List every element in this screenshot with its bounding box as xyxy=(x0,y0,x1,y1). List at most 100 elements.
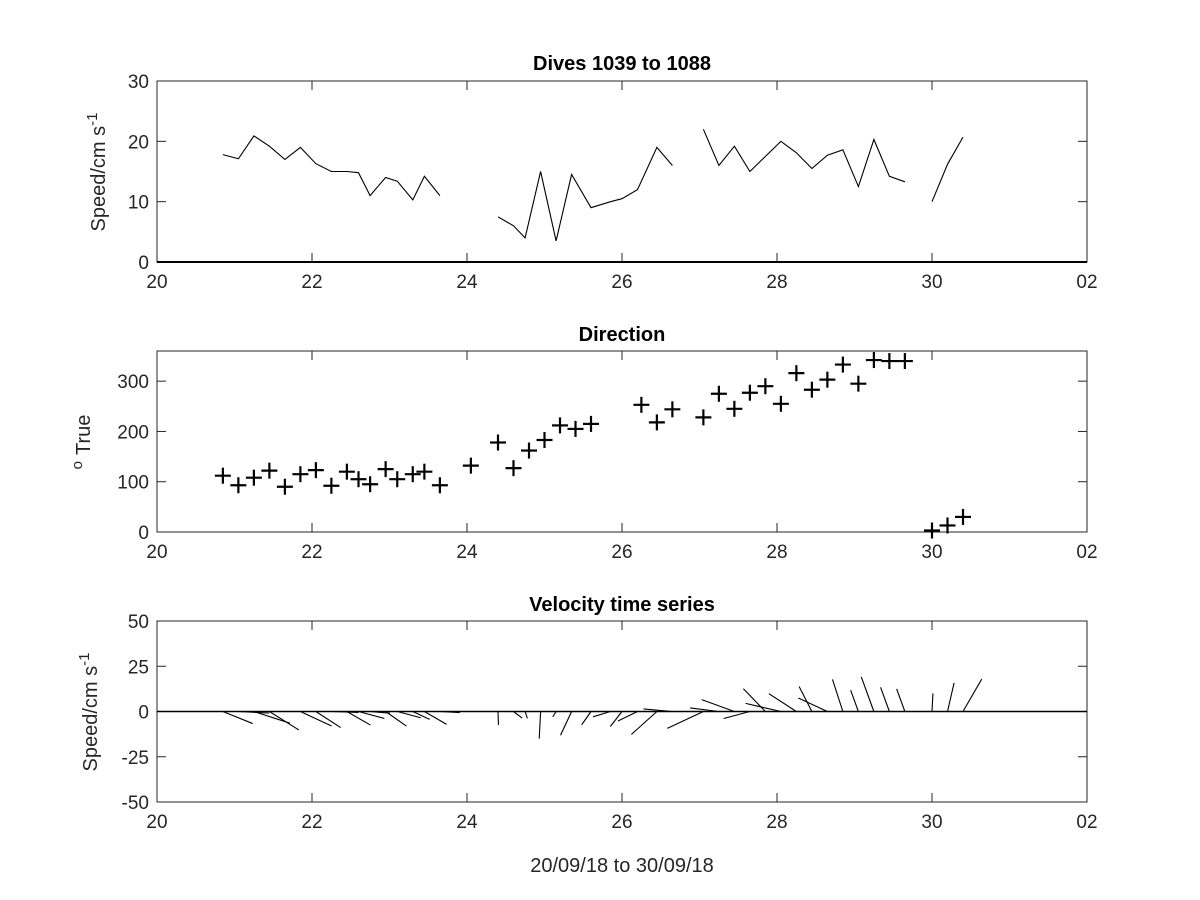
speed-ylabel: Speed/cm s-1 xyxy=(84,113,110,232)
velocity-stick xyxy=(397,710,421,719)
direction-point xyxy=(276,478,293,495)
velocity-xtick-label: 22 xyxy=(301,812,322,833)
velocity-stick xyxy=(370,710,391,714)
velocity-stick xyxy=(931,693,934,712)
velocity-stick xyxy=(667,711,704,729)
direction-point xyxy=(362,476,379,493)
direction-xtick-label: 28 xyxy=(766,542,787,563)
direction-point xyxy=(726,400,743,417)
direction-point xyxy=(865,352,882,369)
velocity-title: Velocity time series xyxy=(529,594,715,616)
direction-xtick-label: 24 xyxy=(456,542,478,563)
velocity-stick xyxy=(630,711,658,735)
velocity-stick xyxy=(609,711,623,727)
direction-point xyxy=(850,375,867,392)
direction-point xyxy=(389,471,406,488)
direction-point xyxy=(261,462,278,479)
direction-point xyxy=(633,396,650,413)
velocity-ylabel-text: Speed/cm s xyxy=(80,666,102,772)
velocity-stick xyxy=(331,710,359,713)
speed-xtick-label: 30 xyxy=(921,272,942,293)
direction-point xyxy=(431,477,448,494)
direction-panel: Direction o True 20 22 24 26 28 30 02 0 100 200 300 xyxy=(69,324,1098,563)
direction-ylabel: o True xyxy=(69,415,95,470)
direction-point xyxy=(819,371,836,388)
direction-point xyxy=(536,431,553,448)
direction-xtick-label: 26 xyxy=(611,542,632,563)
speed-line-segment xyxy=(931,136,964,202)
velocity-stick xyxy=(358,710,385,719)
velocity-ytick-label: 50 xyxy=(128,612,149,633)
velocity-stick xyxy=(831,679,844,712)
direction-point xyxy=(772,395,789,412)
velocity-xtick-label: 02 xyxy=(1076,812,1097,833)
velocity-stick xyxy=(701,699,735,713)
velocity-stick xyxy=(552,711,557,718)
direction-point xyxy=(757,378,774,395)
direction-ticks: 20 22 24 26 28 30 02 0 100 200 300 xyxy=(117,351,1098,563)
direction-point xyxy=(834,356,851,373)
direction-ytick-label: 100 xyxy=(117,473,149,494)
velocity-stick xyxy=(723,710,751,720)
direction-plot-area xyxy=(156,350,1088,533)
velocity-stick xyxy=(524,711,528,719)
direction-point xyxy=(741,384,758,401)
velocity-stick xyxy=(742,688,766,712)
velocity-stick xyxy=(412,711,430,720)
speed-panel: Dives 1039 to 1088 Speed/cm s-1 20 22 24 26… xyxy=(84,53,1098,293)
direction-xtick-label: 20 xyxy=(146,542,167,563)
velocity-stick xyxy=(385,711,407,727)
speed-xtick-label: 22 xyxy=(301,272,322,293)
velocity-xtick-label: 26 xyxy=(611,812,632,833)
velocity-stick xyxy=(798,697,828,712)
velocity-stick xyxy=(962,678,983,712)
velocity-stick xyxy=(880,687,890,712)
velocity-ytick-label: 0 xyxy=(138,703,149,724)
velocity-ytick-label: -50 xyxy=(122,793,149,814)
speed-plot-area xyxy=(156,80,1088,263)
direction-point xyxy=(788,365,805,382)
speed-ytick-label: 10 xyxy=(128,193,149,214)
velocity-stick xyxy=(222,710,253,725)
speed-ytick-label: 0 xyxy=(138,253,149,274)
direction-title: Direction xyxy=(579,324,666,346)
speed-xtick-label: 26 xyxy=(611,272,632,293)
velocity-ytick-label: -25 xyxy=(122,748,149,769)
direction-point xyxy=(323,477,340,494)
velocity-stick xyxy=(798,686,813,712)
direction-xtick-label: 02 xyxy=(1076,542,1097,563)
speed-line-segment xyxy=(222,135,441,201)
velocity-panel: Velocity time series Speed/cm s-1 20/09/… xyxy=(76,594,1098,877)
velocity-stick xyxy=(439,710,460,714)
velocity-stick xyxy=(768,693,797,712)
speed-ytick-label: 20 xyxy=(128,132,149,153)
velocity-stick xyxy=(269,711,300,731)
direction-point xyxy=(505,460,522,477)
speed-ticks: 20 22 24 26 28 30 02 0 10 20 30 xyxy=(128,72,1098,293)
speed-ytick-label: 30 xyxy=(128,72,149,93)
velocity-xtick-label: 24 xyxy=(456,812,478,833)
velocity-ytick-label: 25 xyxy=(128,657,149,678)
velocity-stick xyxy=(424,711,447,725)
direction-point xyxy=(245,469,262,486)
speed-line-segment xyxy=(702,129,906,189)
direction-point xyxy=(350,471,367,488)
direction-point xyxy=(214,467,231,484)
velocity-stick xyxy=(896,688,906,712)
velocity-stick xyxy=(238,710,270,714)
speed-xtick-label: 02 xyxy=(1076,272,1097,293)
direction-ylabel-text: True xyxy=(73,415,95,455)
velocity-stick xyxy=(946,682,955,712)
direction-ylabel-degree: o xyxy=(69,461,86,469)
velocity-xtick-label: 30 xyxy=(921,812,942,833)
direction-point xyxy=(695,409,712,426)
direction-ytick-label: 300 xyxy=(117,372,149,393)
direction-point xyxy=(881,353,898,370)
direction-point xyxy=(896,353,913,370)
direction-point xyxy=(462,457,479,474)
direction-point xyxy=(377,461,394,478)
velocity-stick xyxy=(581,711,592,726)
velocity-stick xyxy=(346,711,371,726)
direction-ytick-label: 200 xyxy=(117,422,149,443)
